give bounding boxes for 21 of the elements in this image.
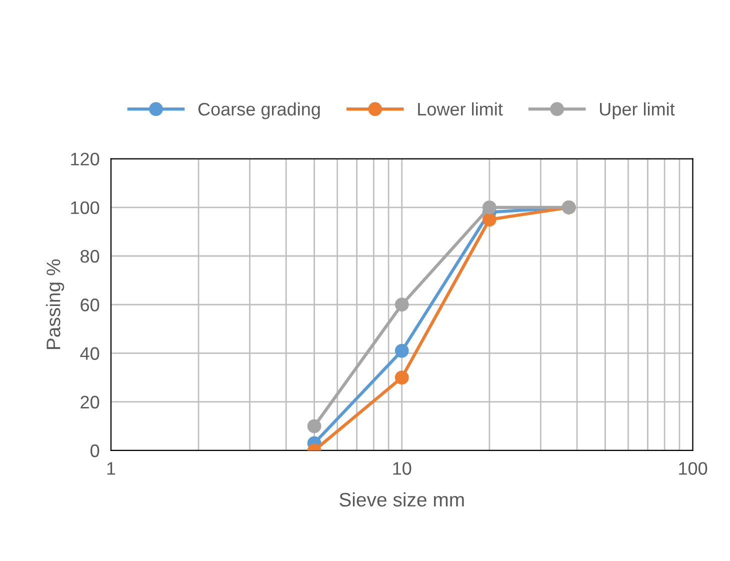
x-tick-label: 1	[107, 462, 116, 475]
x-tick-label: 100	[679, 462, 708, 475]
y-tick-label: 100	[71, 201, 100, 214]
x-tick-label: 10	[393, 462, 412, 475]
legend-label: Uper limit	[600, 102, 675, 120]
point	[394, 370, 409, 384]
y-tick-label: 120	[71, 152, 100, 166]
y-tick-label: 0	[90, 444, 100, 458]
point	[307, 419, 322, 434]
y-tick-label: 60	[80, 298, 100, 312]
point	[394, 344, 409, 358]
y-tick-label: 40	[80, 347, 100, 360]
point	[394, 298, 409, 312]
y-tick-label: 20	[80, 396, 100, 409]
point	[482, 212, 496, 226]
legend-label: Coarse grading	[198, 102, 320, 120]
x-axis-title: Sieve size mm	[340, 492, 464, 507]
point	[482, 200, 496, 214]
y-tick-label: 80	[80, 250, 100, 263]
y-axis-title: Passing %	[46, 259, 64, 349]
legend-label: Lower limit	[418, 102, 503, 116]
